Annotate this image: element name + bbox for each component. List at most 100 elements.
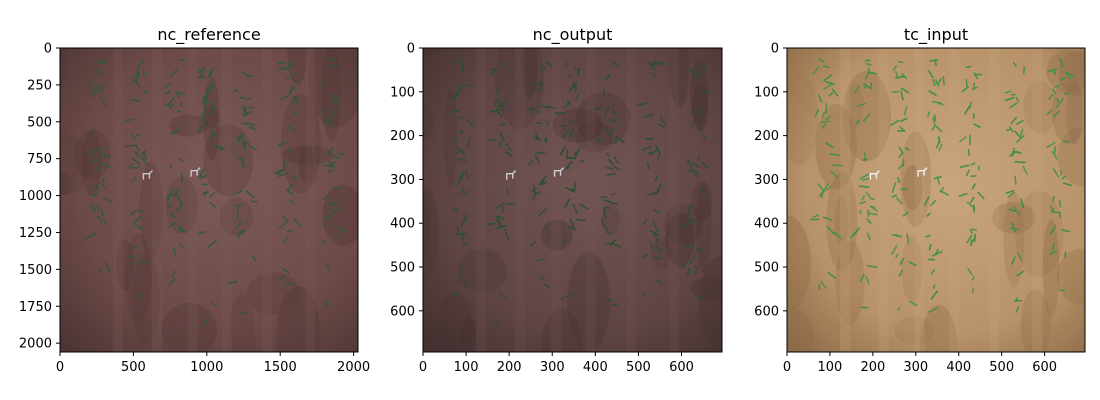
plant-leaf xyxy=(564,186,576,193)
plant-leaf xyxy=(169,68,178,78)
plant-leaf xyxy=(1061,175,1067,180)
plant-leaf xyxy=(535,122,543,125)
subplot-title: tc_input xyxy=(904,25,968,45)
plant-leaf xyxy=(571,82,575,90)
plant-leaf xyxy=(450,58,460,64)
plant-leaf xyxy=(507,146,512,152)
plant-leaf xyxy=(454,92,458,101)
plant-leaf xyxy=(605,152,611,158)
plant-leaf xyxy=(134,150,140,158)
plant-leaf xyxy=(959,164,970,168)
plant-leaf xyxy=(822,65,830,69)
subplot-title: nc_reference xyxy=(157,25,260,45)
plant-leaf xyxy=(648,149,658,156)
plant-leaf xyxy=(1049,204,1054,212)
y-tick-label: 200 xyxy=(390,129,415,144)
plant-leaf xyxy=(1005,189,1015,195)
plant-row xyxy=(923,59,949,314)
soil-strip xyxy=(989,48,1000,352)
soil-patch xyxy=(689,59,709,126)
plant-leaf xyxy=(932,117,936,126)
plant-leaf xyxy=(700,72,705,79)
plant-leaf xyxy=(573,181,577,191)
plant-leaf xyxy=(903,105,908,116)
plant-leaf xyxy=(897,306,901,311)
plant-leaf xyxy=(832,232,843,240)
plant-leaf xyxy=(641,293,647,298)
plant-leaf xyxy=(1015,119,1024,125)
plant-leaf xyxy=(607,200,618,206)
plant-leaf xyxy=(613,165,620,171)
plant-leaf xyxy=(86,78,94,88)
plant-leaf xyxy=(702,64,707,71)
plant-leaf xyxy=(335,96,339,101)
soil-strip xyxy=(221,48,232,352)
plant-leaf xyxy=(1015,96,1019,103)
soil-patch xyxy=(203,124,254,197)
plant-leaf xyxy=(973,72,979,80)
plant-leaf xyxy=(652,220,657,229)
plant-leaf xyxy=(1008,208,1016,212)
plant-leaf xyxy=(823,74,833,82)
plant-leaf xyxy=(959,136,967,143)
plant-leaf xyxy=(861,177,872,181)
soil-patch xyxy=(690,276,722,300)
y-tick-label: 500 xyxy=(754,261,779,276)
plant-leaf xyxy=(124,144,135,148)
plant-leaf xyxy=(178,91,186,96)
plant-leaf xyxy=(326,217,332,221)
plant-leaf xyxy=(200,174,207,179)
plant-leaf xyxy=(282,268,291,274)
plant-leaf xyxy=(824,142,834,149)
plant-leaf xyxy=(1019,128,1024,138)
soil-patch xyxy=(668,48,690,108)
plant-leaf xyxy=(899,258,905,265)
y-tick-label: 200 xyxy=(754,129,779,144)
soil-patch xyxy=(116,239,135,291)
plant-row xyxy=(849,59,878,309)
x-tick-label: 500 xyxy=(626,360,651,375)
plant-leaf xyxy=(659,61,667,66)
plant-row xyxy=(809,58,843,291)
plant-leaf xyxy=(965,78,968,88)
soil-patch xyxy=(124,233,152,323)
plant-leaf xyxy=(289,87,296,91)
plant-leaf xyxy=(940,190,949,196)
plant-leaf xyxy=(137,292,142,300)
plant-leaf xyxy=(178,243,183,248)
plant-leaf xyxy=(967,149,971,157)
plant-leaf xyxy=(824,115,832,120)
plant-leaf xyxy=(211,131,215,140)
plant-leaf xyxy=(333,235,339,239)
plant-leaf xyxy=(131,176,137,183)
ground-marker xyxy=(917,167,928,177)
plant-leaf xyxy=(688,159,694,171)
ground-marker xyxy=(869,170,880,180)
plant-leaf xyxy=(129,166,141,169)
plant-leaf xyxy=(215,144,226,150)
plant-leaf xyxy=(680,221,691,229)
y-tick-label: 0 xyxy=(407,42,415,57)
plant-leaf xyxy=(457,175,462,187)
plant-leaf xyxy=(573,67,579,71)
plant-leaf xyxy=(329,202,334,207)
plant-leaf xyxy=(336,152,345,155)
plant-leaf xyxy=(177,203,184,211)
plant-leaf xyxy=(564,61,569,67)
plant-leaf xyxy=(1059,76,1066,82)
plant-leaf xyxy=(603,106,610,117)
plant-leaf xyxy=(175,91,181,97)
soil-patch xyxy=(298,145,315,184)
plant-leaf xyxy=(686,209,691,219)
plant-leaf xyxy=(90,88,100,98)
plant-leaf xyxy=(245,97,252,102)
plant-leaf xyxy=(854,85,861,94)
soil-patch xyxy=(287,48,308,85)
plant-leaf xyxy=(818,190,824,197)
plant-leaf xyxy=(890,119,900,127)
plant-leaf xyxy=(690,120,695,130)
plant-leaf xyxy=(170,213,177,220)
plant-leaf xyxy=(651,72,656,78)
plant-leaf xyxy=(134,78,141,88)
plant-leaf xyxy=(328,169,334,173)
